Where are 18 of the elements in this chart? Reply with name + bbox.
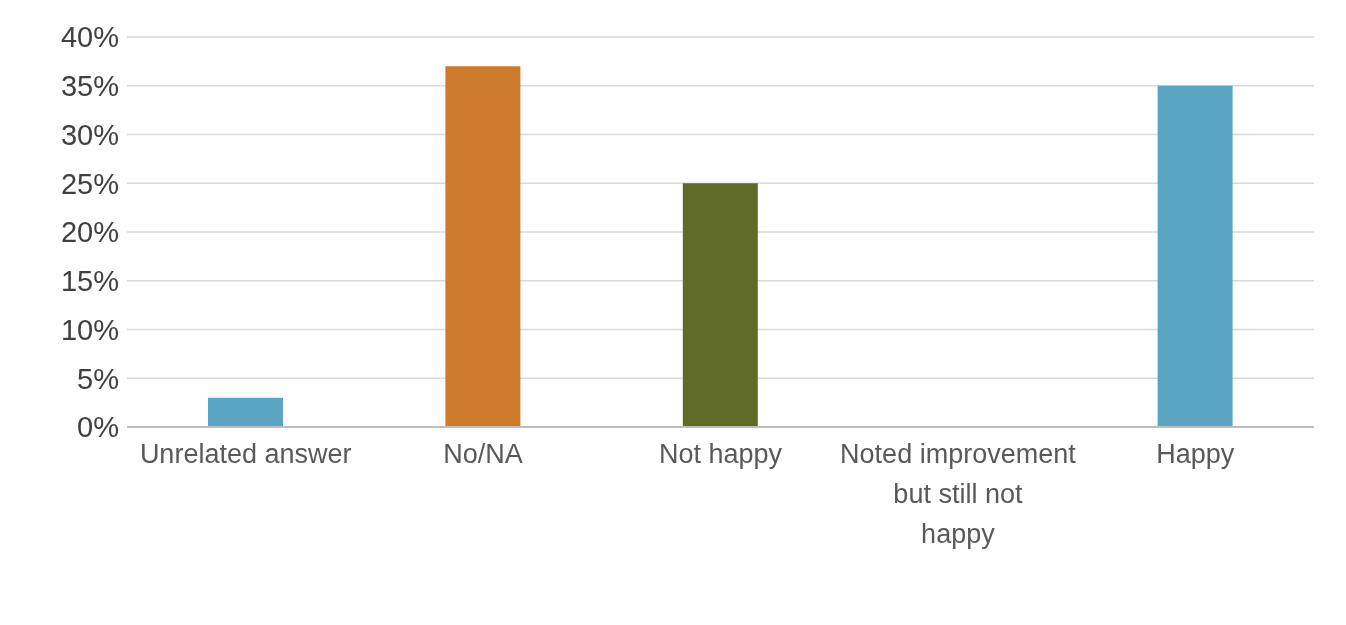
bar xyxy=(1157,85,1233,427)
x-tick-label: Happy xyxy=(1156,439,1235,469)
bar xyxy=(445,66,521,427)
y-tick-label: 35% xyxy=(60,70,119,103)
x-tick-label: Unrelated answer xyxy=(139,439,352,469)
x-tick-label: Not happy xyxy=(658,439,783,469)
y-tick-label: 30% xyxy=(60,118,119,151)
y-tick-label: 5% xyxy=(77,362,119,395)
y-tick-label: 0% xyxy=(77,411,119,444)
y-tick-label: 20% xyxy=(60,216,119,249)
x-tick-label: Noted improvement but still not happy xyxy=(840,439,1077,549)
y-tick-label: 10% xyxy=(60,313,119,346)
y-tick-label: 15% xyxy=(60,265,119,298)
y-tick-label: 40% xyxy=(60,21,119,54)
x-tick-label: No/NA xyxy=(443,439,523,469)
bar xyxy=(682,183,758,427)
bar xyxy=(208,397,283,427)
y-tick-label: 25% xyxy=(60,167,119,200)
